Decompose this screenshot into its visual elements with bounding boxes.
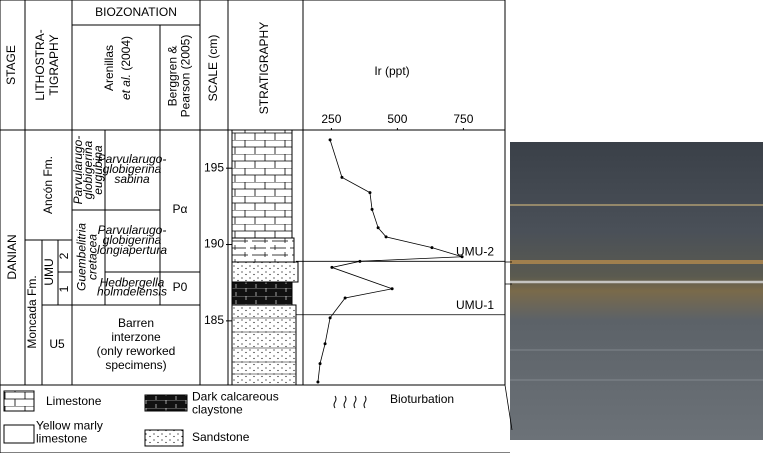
header: et al. [119,74,133,100]
header: SCALE (cm) [206,35,220,102]
header: LITHOSTRA- [33,29,47,100]
sandstone-unit [231,304,297,386]
x-tick-label: 500 [387,112,407,126]
biozone: sabina [114,172,150,186]
header: Berggren & [166,46,180,107]
ir-point [358,259,362,263]
biozone: Parvularugo- [98,152,167,166]
header: Arenillas [102,45,116,91]
zone: Pα [173,202,188,216]
legend-swatch [144,429,184,447]
legend-label: Dark calcareous [192,390,279,404]
biozone: holmdelensis [97,285,167,299]
legend-swatch [144,394,188,412]
axis-title: Ir (ppt) [374,64,409,78]
biozone: Hedbergella [100,276,165,290]
horizon-label: UMU-1 [456,298,494,312]
header: Pearson (2005) [179,35,193,118]
claystone-unit [231,281,293,306]
ir-point [340,175,344,179]
biozone: specimens) [105,358,166,372]
legend-label: Limestone [46,394,102,408]
legend-swatch [3,390,35,412]
marly-unit [231,237,295,263]
ir-point [430,246,434,250]
ir-line [317,139,463,382]
header: TIGRAPHY [47,34,61,95]
y-tick-label: 185 [204,313,224,327]
formation: Ancón Fm. [41,156,55,214]
outcrop-photo [510,142,763,440]
legend-swatch [3,424,35,444]
x-tick-label: 750 [453,112,473,126]
biozone: (only reworked [97,344,176,358]
biozone: cretacea [86,234,100,280]
biozone: Parvularugo- [71,136,85,205]
horizon-label: UMU-2 [456,244,494,258]
ir-point [384,235,388,239]
ir-point [316,380,320,384]
formation: Moncada Fm. [25,275,39,348]
sandstone-unit [231,261,299,283]
biozone: Parvularugo- [98,223,167,237]
biozone: globigerina [103,233,162,247]
unit: UMU [42,258,56,285]
y-tick-label: 190 [204,237,224,251]
ir-point [376,226,380,230]
ir-point [323,342,327,346]
stage-label: DANIAN [5,234,19,279]
ir-point [368,191,372,195]
photo-connector [504,261,513,431]
unit: U5 [49,337,65,351]
ir-point [460,255,464,259]
biozone: globigerina [103,162,162,176]
biozone: Guembelitria [75,223,89,291]
unit: 1 [57,285,71,292]
zone: P0 [173,280,188,294]
ir-point [328,316,332,320]
ir-point [390,287,394,291]
legend-label: Sandstone [192,430,250,444]
header: BIOZONATION [95,5,177,19]
biozone: eugubina [91,145,105,195]
ir-point [370,207,374,211]
header: STAGE [4,45,18,85]
ir-point [328,138,332,142]
biozone: Barren [118,316,154,330]
ir-point [330,265,334,269]
legend-swatch [333,395,367,409]
legend-label: Yellow marly [36,419,103,433]
header: STRATIGRAPHY [257,22,271,114]
biozone: interzone [111,330,161,344]
biozone: globigerina [81,140,95,199]
legend-label: limestone [36,432,88,446]
ir-point [318,362,322,366]
ir-point [343,296,347,300]
header: (2004) [119,36,133,71]
x-tick-label: 250 [321,112,341,126]
y-tick-label: 195 [204,160,224,174]
limestone-unit [231,129,293,239]
biozone: longiapertura [97,243,167,257]
legend-label: claystone [192,403,243,417]
legend-label: Bioturbation [390,392,454,406]
unit: 2 [57,252,71,259]
header: et al. (2004) [119,36,133,100]
